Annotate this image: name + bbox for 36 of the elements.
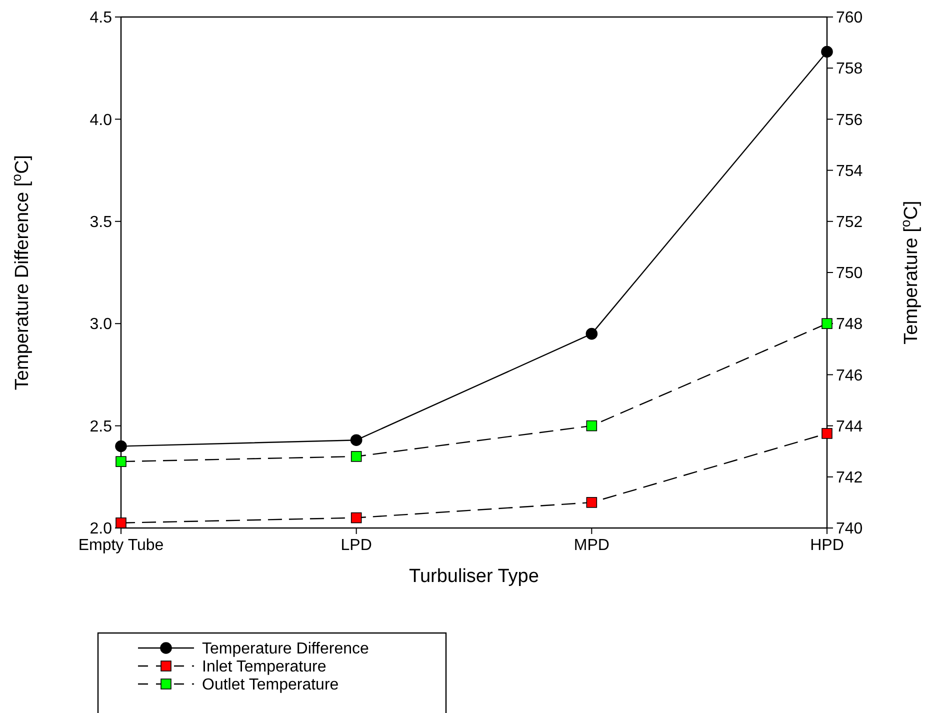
- legend-label: Temperature Difference: [202, 640, 369, 658]
- point: [822, 318, 832, 329]
- y2-tick-label: 740: [836, 520, 863, 538]
- y-tick-label: 2.0: [90, 520, 112, 538]
- x-tick-label: MPD: [574, 537, 610, 554]
- y2-tick-label: 756: [836, 112, 863, 129]
- y2-tick-label: 752: [836, 214, 863, 231]
- x-axis-title: Turbuliser Type: [409, 566, 539, 587]
- point: [116, 456, 126, 467]
- point: [822, 428, 832, 439]
- x-tick-label: LPD: [340, 537, 372, 554]
- point: [586, 328, 598, 340]
- y-tick-label: 3.0: [90, 316, 112, 334]
- y2-tick-label: 758: [836, 60, 863, 78]
- point: [586, 420, 598, 432]
- legend-label: Outlet Temperature: [202, 676, 339, 694]
- legend-label: Inlet Temperature: [202, 658, 326, 676]
- y2-tick-label: 754: [836, 162, 863, 180]
- y2-tick-label: 748: [836, 316, 863, 334]
- y2-tick-label: 742: [836, 470, 863, 486]
- point: [350, 451, 362, 462]
- point: [821, 46, 833, 58]
- y2-tick-label: 746: [836, 367, 863, 384]
- point: [350, 512, 362, 524]
- y-tick-label: 4.5: [90, 10, 112, 27]
- y2-tick-label: 760: [836, 10, 863, 27]
- point: [115, 440, 127, 452]
- x-tick-label: Empty Tube: [78, 537, 164, 554]
- x-tick-label: HPD: [810, 537, 844, 554]
- y2-tick-label: 750: [836, 265, 863, 282]
- point: [350, 434, 362, 446]
- point: [586, 497, 598, 508]
- y-tick-label: 2.5: [90, 418, 112, 436]
- y-tick-label: 3.5: [90, 214, 112, 231]
- y2-tick-label: 744: [836, 418, 863, 436]
- y-tick-label: 4.0: [90, 112, 112, 129]
